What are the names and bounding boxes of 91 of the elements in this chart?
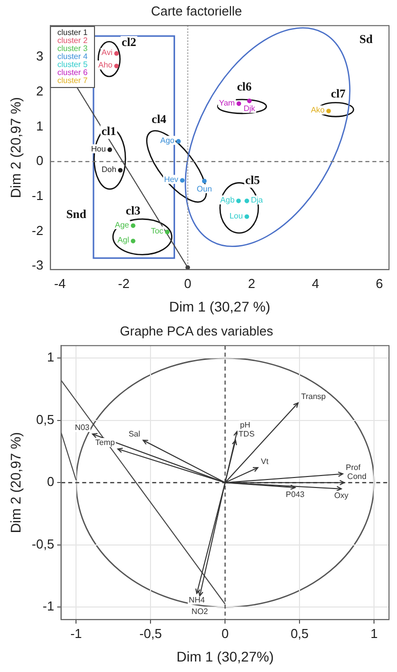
point: [118, 168, 123, 173]
y-tick-label: -1: [32, 188, 44, 203]
data-label: Yam: [218, 98, 236, 108]
text: cluster 7: [57, 76, 88, 85]
point: [114, 64, 119, 68]
annotation: cl4: [152, 112, 166, 126]
annotation: cl3: [126, 203, 140, 218]
data-label: Transp: [301, 392, 326, 402]
point: [164, 230, 170, 234]
point: [236, 198, 241, 204]
data-label: Agb: [220, 196, 236, 205]
y-tick-label: 0: [46, 474, 54, 490]
x-tick-label: 1: [370, 626, 378, 641]
x-tick-label: -0,5: [139, 626, 162, 641]
point: [107, 147, 112, 152]
data-label: Sal: [128, 429, 140, 438]
data-label: Hou: [91, 144, 106, 154]
annotation: cl2: [122, 35, 136, 50]
text: cluster 6: [57, 68, 88, 77]
data-label: Toc: [150, 226, 164, 236]
point: [247, 98, 252, 104]
x-tick-label: 6: [376, 276, 384, 291]
y-tick-label: -1: [42, 598, 54, 614]
x-tick-label: -4: [54, 276, 66, 291]
y-tick-label: 1: [36, 118, 44, 134]
point: [326, 108, 331, 114]
point: [114, 51, 119, 56]
y-tick-label: -2: [32, 222, 44, 238]
y-tick-label: 1: [46, 350, 54, 365]
x-axis-title: Dim 1 (30,27 %): [169, 298, 270, 314]
point: [176, 139, 181, 144]
chart-title: Carte factorielle: [150, 3, 242, 18]
point: [180, 178, 185, 183]
annotation: cl5: [245, 172, 260, 187]
x-tick-label: 0,5: [290, 626, 309, 641]
data-label: Ako: [310, 106, 326, 115]
data-label: Cond: [347, 472, 366, 481]
annotation: cl1: [101, 124, 116, 138]
text: cluster 3: [57, 44, 88, 53]
text: cluster 2: [57, 36, 88, 45]
y-tick-label: 0: [36, 153, 44, 168]
data-label: pH: [240, 420, 250, 430]
data-label: Prof: [346, 463, 362, 472]
data-label: Age: [114, 220, 130, 230]
point: [130, 223, 136, 228]
data-label: Ago: [160, 136, 176, 146]
y-tick-label: 2: [36, 83, 44, 98]
data-label: Dja: [250, 196, 264, 205]
x-tick-label: 4: [312, 276, 320, 291]
y-tick-label: 3: [36, 48, 44, 64]
point: [236, 101, 242, 106]
data-label: Agl: [118, 236, 130, 245]
annotation: cl7: [330, 86, 346, 101]
text: cluster 4: [57, 52, 88, 61]
x-tick-label: 2: [248, 276, 256, 291]
data-label: Avi: [102, 48, 113, 58]
y-axis-title: Dim 2 (20,97 %): [7, 432, 24, 534]
data-label: TDS: [238, 429, 255, 438]
data-label: Hev: [164, 175, 178, 184]
data-label: Temp: [95, 438, 116, 448]
annotation: Sd: [359, 32, 373, 46]
y-tick-label: -0,5: [32, 536, 54, 552]
data-label: NH4: [188, 596, 206, 605]
point: [244, 214, 250, 219]
data-label: NO2: [192, 607, 209, 616]
data-label: Aho: [98, 60, 114, 70]
annotation: cl6: [236, 80, 252, 94]
data-label: Oxy: [334, 491, 348, 500]
y-tick-label: -3: [32, 258, 44, 273]
point: [244, 198, 250, 204]
text: cluster 5: [57, 60, 88, 69]
x-tick-label: -2: [118, 276, 130, 291]
point: [202, 178, 207, 184]
annotation: Snd: [66, 206, 87, 221]
y-axis-title: Dim 2 (20,97 %): [7, 97, 24, 198]
y-tick-label: 0,5: [36, 412, 54, 427]
chart-title: Graphe PCA des variables: [120, 323, 274, 338]
x-tick-label: 0: [184, 276, 192, 291]
point: [185, 265, 190, 270]
data-label: Djk: [244, 104, 256, 114]
data-label: Vt: [260, 456, 270, 466]
text: cluster 1: [57, 28, 88, 37]
data-label: Doh: [102, 164, 116, 174]
point: [130, 238, 136, 244]
x-tick-label: -1: [70, 626, 82, 641]
data-label: Lou: [229, 211, 243, 220]
x-tick-label: 0: [221, 626, 229, 641]
data-label: Oun: [196, 184, 212, 194]
x-axis-title: Dim 1 (30,27%): [176, 648, 274, 664]
data-label: N03: [74, 423, 90, 432]
data-label: P043: [286, 490, 306, 499]
